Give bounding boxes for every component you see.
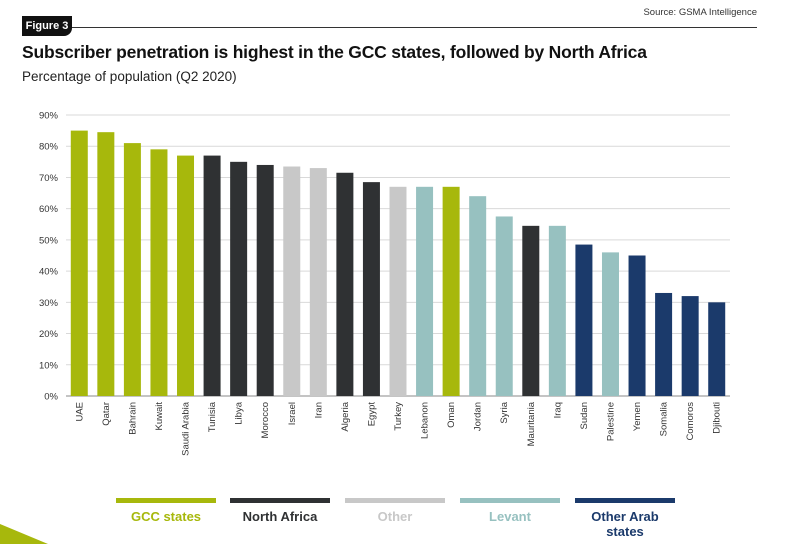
bar-saudi-arabia [177,155,195,396]
bar-uae [70,130,88,396]
x-tick-label: Iran [313,402,324,418]
chart-subtitle: Percentage of population (Q2 2020) [22,69,237,84]
header-rule [72,27,757,28]
legend-swatch [460,498,560,503]
legend-label: Levant [489,509,531,524]
bar-mauritania [522,225,540,396]
y-tick-label: 80% [39,142,59,153]
bar-iran [309,168,327,396]
x-tick-label: Libya [234,401,245,424]
x-tick-label: Palestine [605,402,616,441]
bar-bahrain [123,143,141,396]
bar-syria [495,216,513,396]
legend-item-other: Other [345,498,445,524]
bar-kuwait [150,149,168,396]
x-tick-label: Oman [446,402,457,428]
bar-egypt [362,182,380,396]
legend-swatch [230,498,330,503]
legend-swatch [116,498,216,503]
bar-comoros [681,296,699,396]
legend-item-gcc-states: GCC states [116,498,216,524]
bar-israel [283,166,301,396]
y-tick-label: 50% [39,235,59,246]
corner-decoration [0,524,48,544]
bar-yemen [628,255,646,396]
x-tick-label: Syria [499,401,510,423]
y-axis-ticks: 0% 10% 20% 30% 40% 50% 60% 70% 80% 90% [39,111,59,403]
x-tick-label: Somalia [659,401,670,436]
legend-item-other-arab-states: Other Arab states [575,498,675,539]
x-tick-label: Djibouti [712,402,723,434]
bar-somalia [655,292,673,396]
x-tick-label: UAE [74,402,85,422]
y-tick-label: 20% [39,329,59,340]
x-tick-label: Jordan [473,402,484,431]
bar-palestine [601,252,619,396]
bar-chart: 0% 10% 20% 30% 40% 50% 60% 70% 80% 90% UAE Qatar Ba… [39,111,730,456]
bars [70,130,726,396]
bar-iraq [548,225,566,396]
y-tick-label: 0% [44,392,58,403]
y-tick-label: 90% [39,111,59,122]
x-tick-label: Turkey [393,402,404,431]
legend-label: North Africa [242,509,318,524]
legend-label: GCC states [130,509,202,524]
bar-algeria [336,172,354,396]
legend-label: Other Arab states [591,509,659,539]
x-tick-label: Egypt [366,402,377,427]
x-tick-label: Sudan [579,402,590,429]
x-tick-label: Lebanon [420,402,431,439]
x-tick-label: Morocco [260,402,271,438]
y-tick-label: 30% [39,298,59,309]
bar-djibouti [708,302,726,396]
chart-title: Subscriber penetration is highest in the… [22,42,647,62]
x-tick-label: Yemen [632,402,643,431]
figure-label: Figure 3 [22,16,72,36]
x-tick-label: Saudi Arabia [181,401,192,456]
bar-turkey [389,186,407,396]
x-tick-label: Comoros [685,402,696,441]
bar-sudan [575,244,593,396]
bar-jordan [469,196,487,396]
bar-tunisia [203,155,221,396]
x-tick-label: Israel [287,402,298,425]
legend-label: Other [377,509,413,524]
legend-swatch [575,498,675,503]
y-tick-label: 60% [39,204,59,215]
x-tick-label: Mauritania [526,401,537,446]
source-note: Source: GSMA Intelligence [643,7,757,18]
y-tick-label: 70% [39,173,59,184]
x-tick-label: Qatar [101,402,112,426]
bar-morocco [256,164,274,396]
legend-swatch [345,498,445,503]
bar-lebanon [416,186,434,396]
bar-qatar [97,132,115,396]
bar-oman [442,186,460,396]
x-tick-label: Tunisia [207,401,218,432]
legend-item-levant: Levant [460,498,560,524]
bar-libya [230,161,248,396]
x-axis-ticks: UAE Qatar Bahrain Kuwait Saudi Arabia Tunisia… [74,401,722,456]
y-tick-label: 40% [39,267,59,278]
x-tick-label: Kuwait [154,402,165,431]
x-tick-label: Iraq [552,402,563,418]
x-tick-label: Algeria [340,401,351,431]
legend-item-north-africa: North Africa [230,498,330,524]
y-tick-label: 10% [39,360,59,371]
x-tick-label: Bahrain [127,402,138,435]
